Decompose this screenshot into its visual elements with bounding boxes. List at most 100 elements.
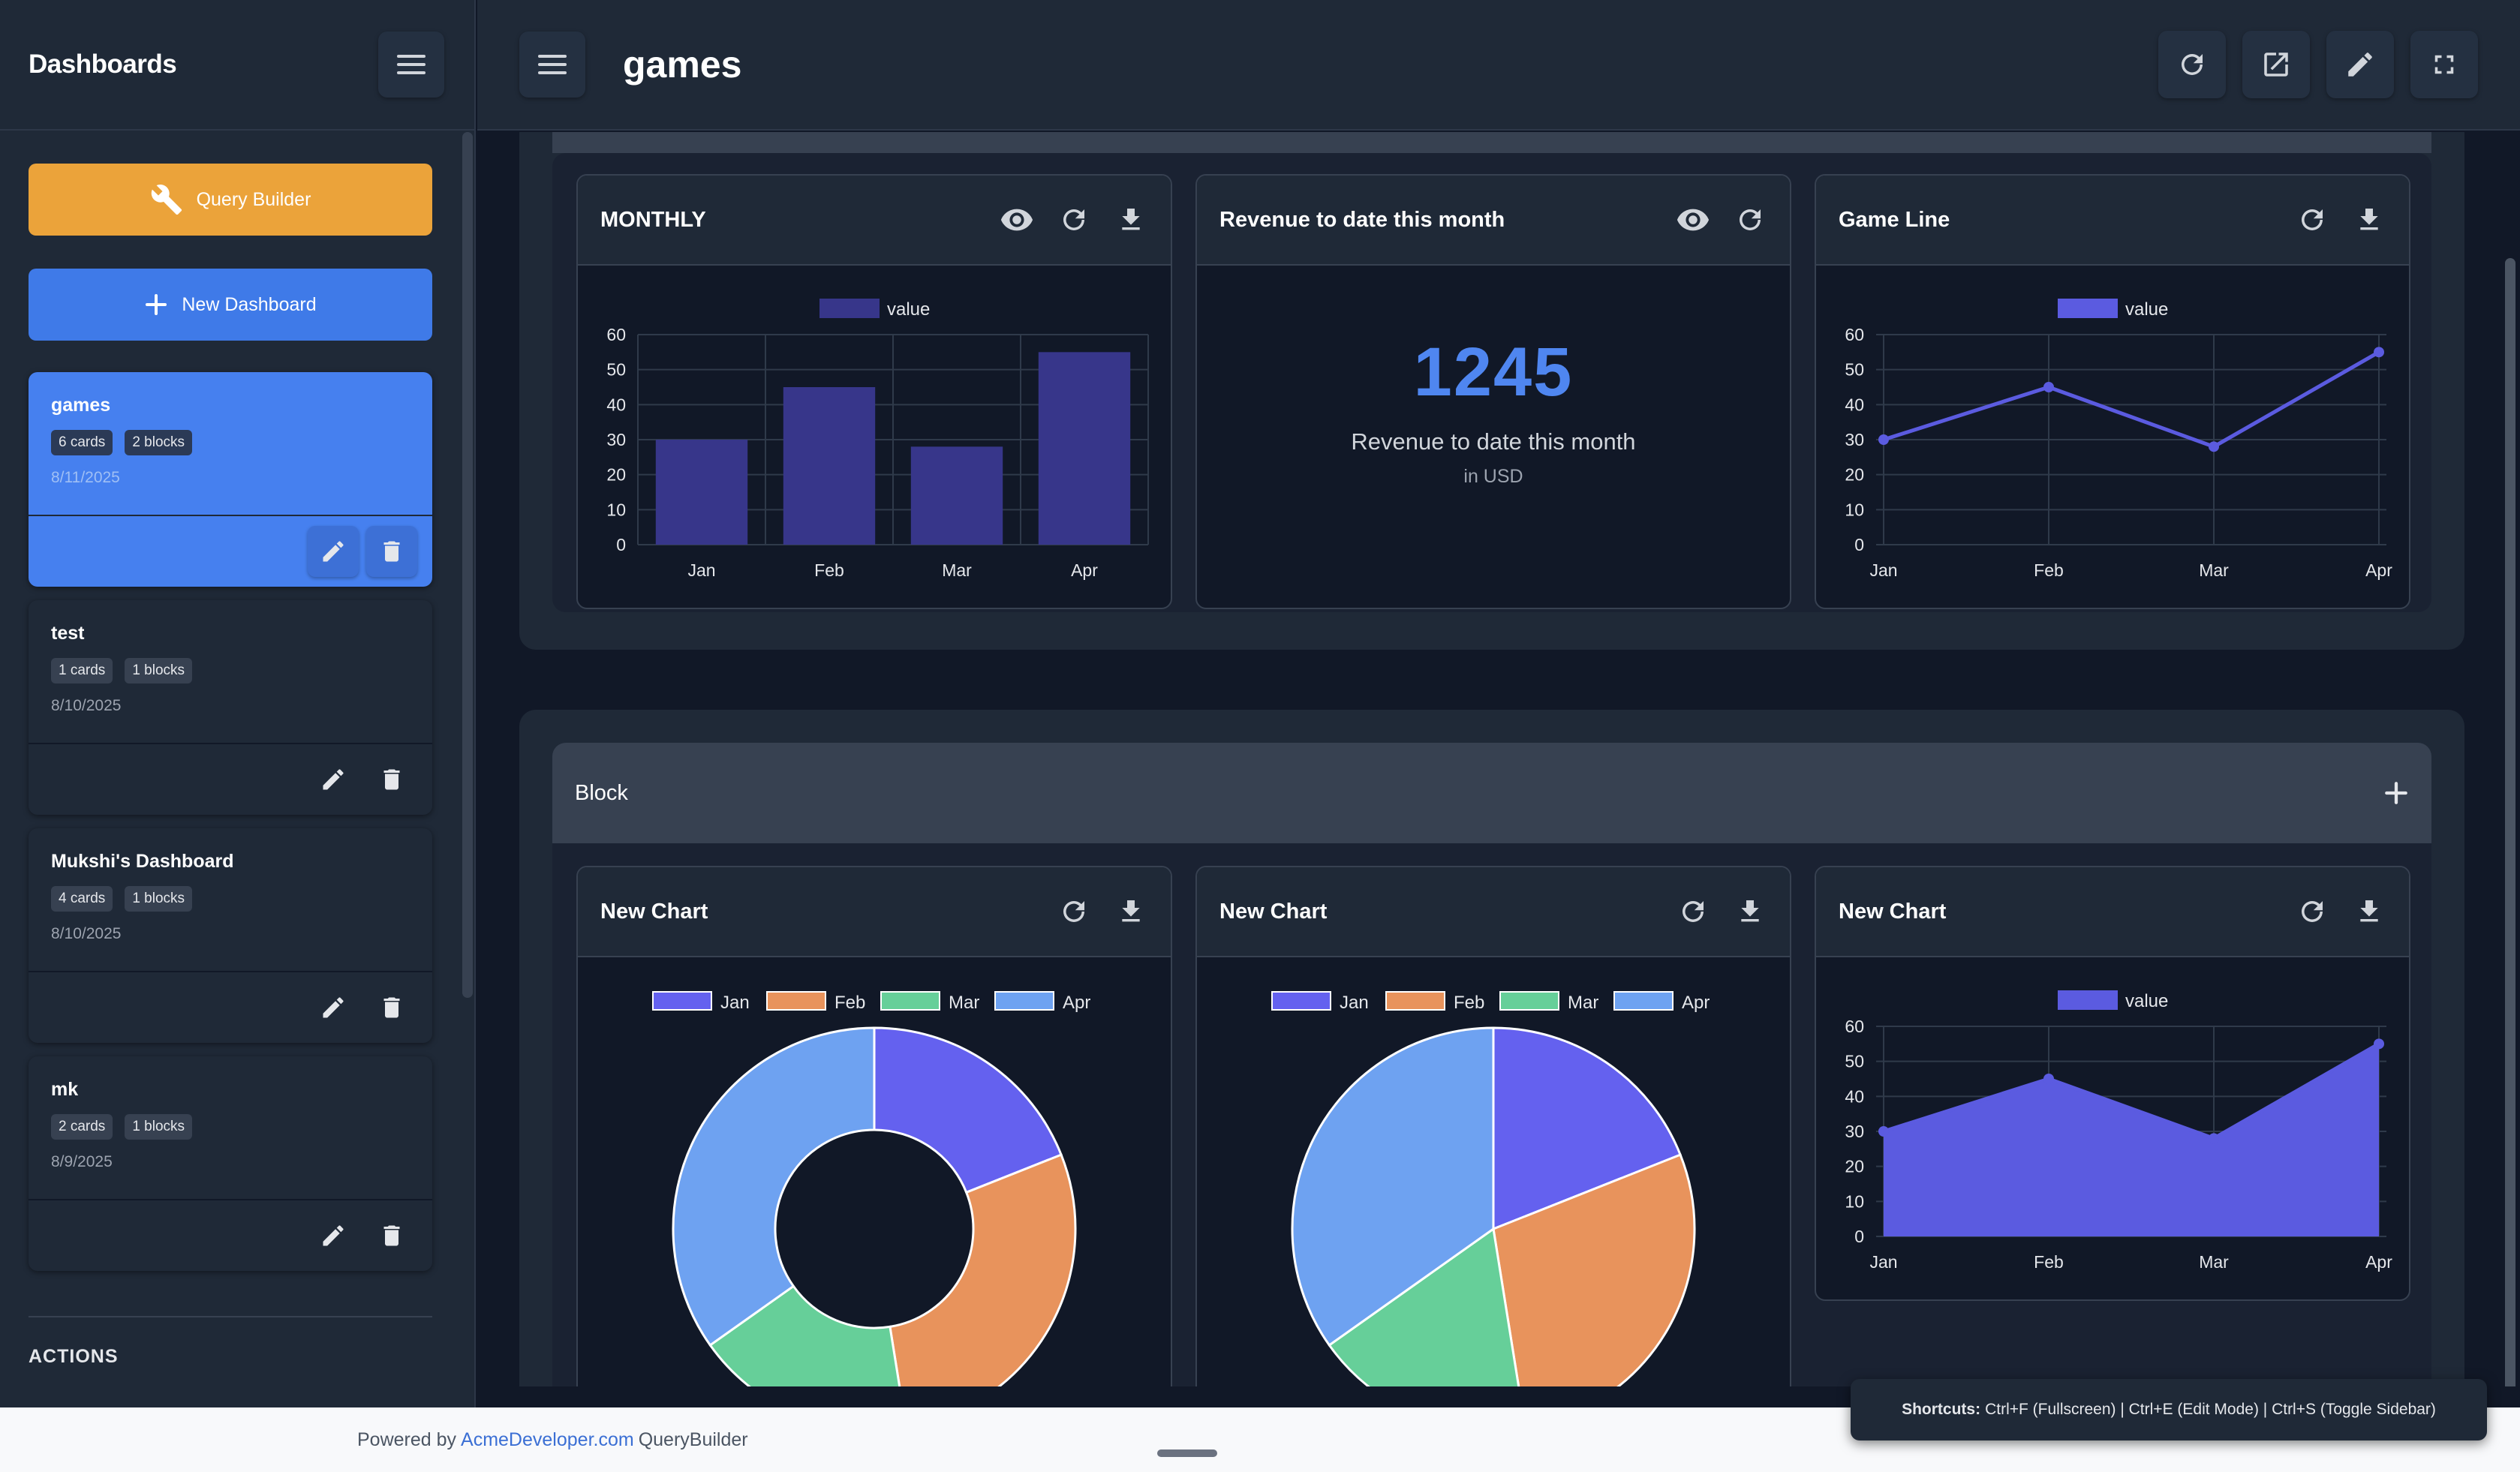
legend-label: Feb bbox=[1454, 993, 1484, 1013]
dashboard-item-mk[interactable]: mk 2 cards 1 blocks 8/9/2025 bbox=[29, 1056, 432, 1271]
dashboard-item-info: games 6 cards 2 blocks 8/11/2025 bbox=[29, 372, 432, 516]
page-title: games bbox=[623, 44, 742, 86]
delete-dashboard-button[interactable] bbox=[366, 754, 417, 805]
sidebar-scrollbar[interactable] bbox=[462, 132, 473, 998]
y-tick-label: 10 bbox=[1845, 1191, 1864, 1211]
legend-swatch-jan bbox=[652, 991, 712, 1011]
edit-dashboard-button[interactable] bbox=[308, 526, 359, 577]
view-button[interactable] bbox=[1000, 203, 1034, 237]
card-actions bbox=[1000, 203, 1148, 237]
y-tick-label: 20 bbox=[1845, 1157, 1864, 1176]
refresh-card-button[interactable] bbox=[1057, 894, 1091, 929]
refresh-card-button[interactable] bbox=[2295, 203, 2329, 237]
blocks-badge: 1 blocks bbox=[125, 886, 193, 912]
y-tick-label: 10 bbox=[606, 500, 626, 519]
view-button[interactable] bbox=[1676, 203, 1710, 237]
dashboard-item-games[interactable]: games 6 cards 2 blocks 8/11/2025 bbox=[29, 372, 432, 587]
card-actions bbox=[1676, 894, 1767, 929]
edit-dashboard-button[interactable] bbox=[308, 982, 359, 1033]
dashboard-date: 8/11/2025 bbox=[51, 469, 120, 486]
hamburger-icon bbox=[538, 55, 567, 74]
block-1-header bbox=[552, 132, 2431, 153]
dashboard-item-info: test 1 cards 1 blocks 8/10/2025 bbox=[29, 600, 432, 744]
legend-swatch-feb bbox=[766, 991, 826, 1011]
bar-feb bbox=[783, 387, 876, 545]
edit-dashboard-button[interactable] bbox=[308, 1210, 359, 1261]
card-actions bbox=[2295, 203, 2386, 237]
y-tick-label: 50 bbox=[1845, 1052, 1864, 1071]
pencil-icon bbox=[323, 997, 344, 1018]
new-dashboard-button[interactable]: New Dashboard bbox=[29, 269, 432, 341]
dashboard-actions bbox=[29, 1200, 432, 1271]
slice-apr bbox=[1291, 1026, 1495, 1347]
x-tick-label: Mar bbox=[2199, 1252, 2229, 1272]
new-chart-card-3: New Chart value 0 10 20 30 40 50 60 Jan Feb Mar Apr bbox=[1815, 866, 2410, 1301]
dashboard-item-test[interactable]: test 1 cards 1 blocks 8/10/2025 bbox=[29, 600, 432, 815]
edit-dashboard-button[interactable] bbox=[308, 754, 359, 805]
legend-swatch-apr bbox=[994, 991, 1054, 1011]
download-button[interactable] bbox=[2352, 894, 2386, 929]
dashboard-badges: 2 cards 1 blocks bbox=[51, 1114, 410, 1140]
shortcuts-toast: Shortcuts: Ctrl+F (Fullscreen) | Ctrl+E … bbox=[1851, 1379, 2487, 1440]
pencil-icon bbox=[2348, 53, 2372, 77]
edit-mode-button[interactable] bbox=[2326, 31, 2394, 98]
trash-icon bbox=[383, 769, 400, 790]
legend-label: Mar bbox=[949, 993, 979, 1013]
y-tick-label: 60 bbox=[1845, 325, 1864, 344]
y-tick-label: 30 bbox=[606, 430, 626, 449]
dashboard-date: 8/10/2025 bbox=[51, 925, 122, 942]
plus-icon bbox=[146, 294, 167, 315]
data-point-mar bbox=[2209, 1133, 2219, 1144]
y-tick-label: 40 bbox=[1845, 1086, 1864, 1106]
download-button[interactable] bbox=[1733, 894, 1767, 929]
delete-dashboard-button[interactable] bbox=[366, 526, 417, 577]
resize-handle[interactable] bbox=[1157, 1449, 1217, 1457]
delete-dashboard-button[interactable] bbox=[366, 1210, 417, 1261]
dashboard-name: games bbox=[51, 395, 111, 416]
download-button[interactable] bbox=[1114, 203, 1148, 237]
refresh-icon bbox=[1063, 901, 1084, 922]
revenue-card: Revenue to date this month 1245 Revenue … bbox=[1195, 174, 1791, 609]
x-tick-label: Jan bbox=[1869, 560, 1897, 580]
card-header: New Chart bbox=[1197, 867, 1790, 957]
slice-mar bbox=[1328, 1227, 1520, 1386]
data-point-apr bbox=[2374, 347, 2384, 358]
fullscreen-button[interactable] bbox=[2410, 31, 2478, 98]
cards-badge: 6 cards bbox=[51, 430, 113, 455]
open-external-button[interactable] bbox=[2242, 31, 2310, 98]
add-card-button[interactable] bbox=[2383, 780, 2409, 806]
pencil-icon bbox=[323, 1225, 344, 1246]
sidebar-menu-button[interactable] bbox=[378, 32, 444, 98]
dashboard-date: 8/10/2025 bbox=[51, 697, 122, 714]
x-tick-label: Mar bbox=[942, 560, 972, 580]
y-tick-label: 60 bbox=[1845, 1017, 1864, 1036]
download-icon bbox=[2360, 209, 2378, 230]
hamburger-icon bbox=[397, 55, 426, 74]
legend-label: Apr bbox=[1063, 993, 1090, 1013]
refresh-card-button[interactable] bbox=[1676, 894, 1710, 929]
refresh-card-button[interactable] bbox=[2295, 894, 2329, 929]
refresh-card-button[interactable] bbox=[1733, 203, 1767, 237]
cards-badge: 1 cards bbox=[51, 658, 113, 683]
monthly-card: MONTHLY value 0 10 20 30 40 50 60 Jan Feb Mar Apr bbox=[576, 174, 1172, 609]
main-scrollbar[interactable] bbox=[2505, 258, 2515, 1386]
x-tick-label: Jan bbox=[1869, 1252, 1897, 1272]
new-chart-card-2: New Chart Jan Feb Mar Apr bbox=[1195, 866, 1791, 1386]
refresh-card-button[interactable] bbox=[1057, 203, 1091, 237]
footer-link[interactable]: AcmeDeveloper.com bbox=[461, 1428, 634, 1450]
download-button[interactable] bbox=[1114, 894, 1148, 929]
legend-label: value bbox=[2125, 991, 2168, 1011]
refresh-button[interactable] bbox=[2158, 31, 2226, 98]
toggle-sidebar-button[interactable] bbox=[519, 32, 585, 98]
pencil-icon bbox=[323, 541, 344, 562]
data-point-feb bbox=[2043, 1074, 2054, 1084]
query-builder-button[interactable]: Query Builder bbox=[29, 164, 432, 236]
refresh-icon bbox=[1063, 209, 1084, 230]
delete-dashboard-button[interactable] bbox=[366, 982, 417, 1033]
legend-label: Jan bbox=[1340, 993, 1369, 1013]
download-button[interactable] bbox=[2352, 203, 2386, 237]
bar-jan bbox=[655, 440, 748, 545]
y-tick-label: 40 bbox=[606, 395, 626, 414]
dashboard-item-mukshi[interactable]: Mukshi's Dashboard 4 cards 1 blocks 8/10… bbox=[29, 828, 432, 1043]
plus-icon bbox=[2385, 782, 2407, 804]
